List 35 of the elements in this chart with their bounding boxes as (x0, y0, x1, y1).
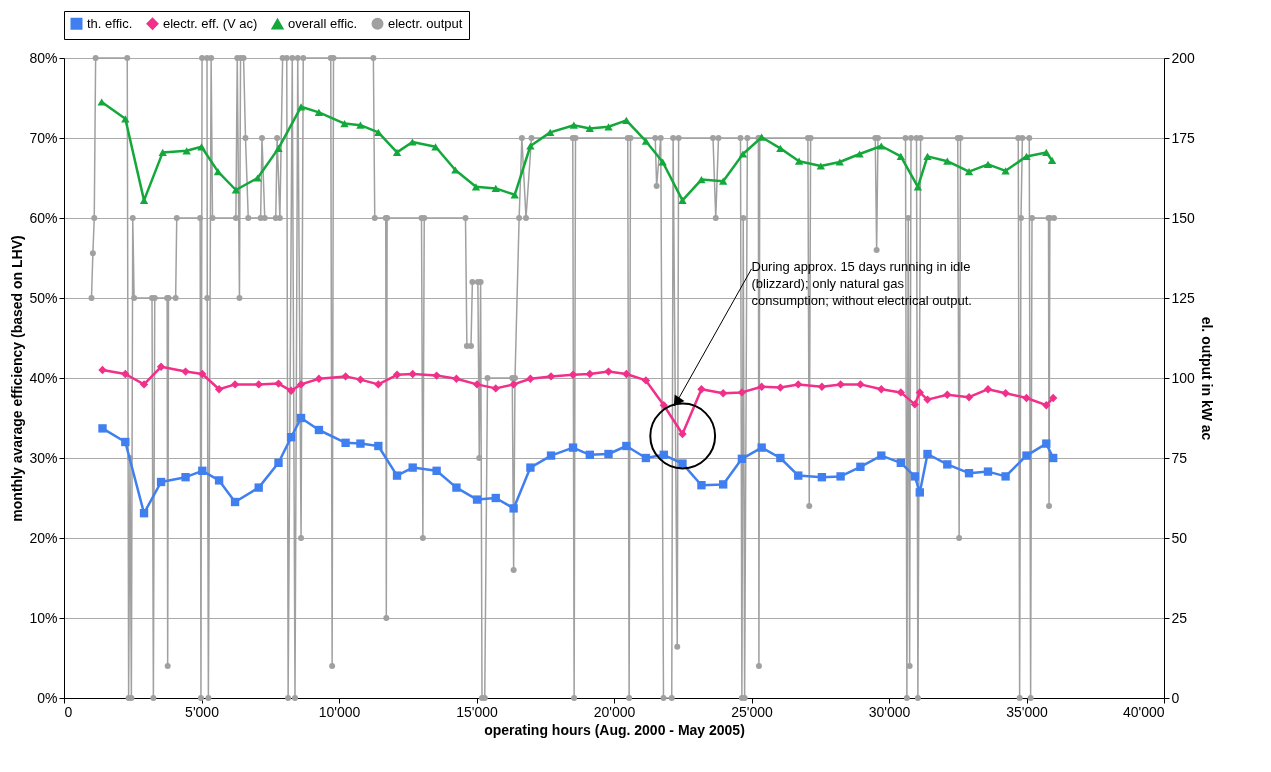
y-tick-label: 50% (29, 289, 58, 306)
y-tick-label: 30% (29, 449, 58, 466)
x-tick-label: 35'000 (1006, 703, 1049, 720)
y2-tick-label: 25 (1171, 609, 1188, 626)
legend-label: electr. eff. (V ac) (163, 15, 258, 31)
y2-tick-label: 75 (1171, 449, 1188, 466)
y2-tick-label: 200 (1171, 49, 1196, 66)
annotation: During approx. 15 days running in idle (blizzard); only natural gas consumption; without electrical output. (751, 258, 972, 308)
x-tick-label: 20'000 (593, 703, 636, 720)
x-tick-label: 25'000 (731, 703, 774, 720)
x-tick-label: 0 (64, 703, 73, 720)
x-tick-label: 15'000 (456, 703, 499, 720)
y2-tick-label: 150 (1171, 209, 1196, 226)
y-axis-title: monthly avarage efficiency (based on LHV) (9, 235, 26, 522)
y-tick-label: 70% (29, 129, 58, 146)
y-tick-label: 20% (29, 529, 58, 546)
y-tick-label: 0% (37, 689, 58, 706)
y-tick-label: 40% (29, 369, 58, 386)
legend-label: overall effic. (288, 16, 358, 32)
x-tick-label: 5'000 (185, 703, 220, 720)
y2-tick-label: 100 (1171, 369, 1196, 386)
x-tick-label: 30'000 (868, 703, 911, 720)
y-tick-label: 60% (29, 209, 58, 226)
y2-tick-label: 0 (1171, 689, 1180, 706)
legend-label: electr. output (388, 15, 463, 31)
x-tick-label: 10'000 (318, 703, 361, 720)
y2-tick-label: 125 (1171, 289, 1196, 306)
x-axis-title: operating hours (Aug. 2000 - May 2005) (484, 721, 745, 738)
legend-label: th. effic. (87, 15, 133, 31)
y2-axis-title: el. output in kW ac (1198, 316, 1215, 441)
y2-tick-label: 50 (1171, 529, 1188, 546)
y-tick-label: 10% (29, 609, 58, 626)
x-tick-label: 40'000 (1122, 703, 1165, 720)
y2-tick-label: 175 (1171, 129, 1196, 146)
y-tick-label: 80% (29, 49, 58, 66)
